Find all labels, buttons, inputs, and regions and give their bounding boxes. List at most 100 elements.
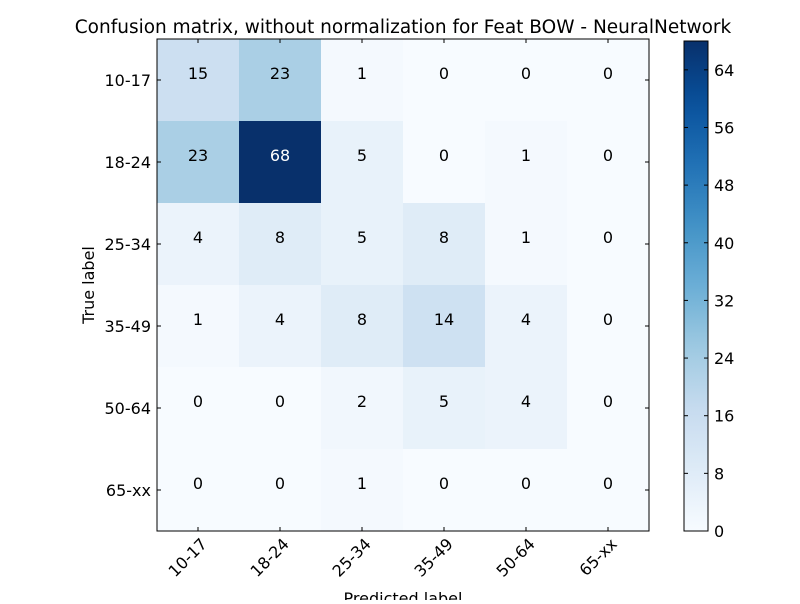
heatmap-cell — [321, 39, 404, 122]
x-tick-label: 25-34 — [329, 534, 375, 580]
heatmap-cell — [403, 449, 486, 532]
x-tick-label: 50-64 — [493, 534, 539, 580]
cell-value: 0 — [603, 146, 613, 165]
heatmap-cell — [485, 121, 568, 204]
cell-value: 0 — [193, 474, 203, 493]
heatmap-cell — [157, 449, 240, 532]
cell-value: 23 — [270, 64, 290, 83]
x-tick-label: 18-24 — [247, 534, 293, 580]
cell-value: 0 — [439, 64, 449, 83]
plot-frame — [156, 38, 650, 532]
heatmap-cell — [567, 449, 650, 532]
cell-value: 0 — [603, 64, 613, 83]
cell-value: 0 — [603, 392, 613, 411]
heatmap-cell — [321, 449, 404, 532]
y-tick-label: 65-xx — [106, 481, 151, 500]
cell-value: 1 — [521, 146, 531, 165]
y-tick-label: 50-64 — [105, 399, 152, 418]
heatmap-cell — [321, 285, 404, 368]
heatmap-cell — [321, 203, 404, 286]
heatmap-cell — [321, 121, 404, 204]
heatmap-cell — [567, 285, 650, 368]
cell-value: 0 — [521, 474, 531, 493]
cell-value: 5 — [439, 392, 449, 411]
colorbar-tick-label: 8 — [714, 464, 724, 483]
y-tick-label: 10-17 — [105, 71, 152, 90]
cell-value: 2 — [357, 392, 367, 411]
cell-value: 0 — [439, 146, 449, 165]
x-axis-label: Predicted label — [344, 589, 463, 600]
colorbar-tick-label: 64 — [714, 61, 734, 80]
heatmap-cell — [485, 449, 568, 532]
heatmap-cell — [239, 121, 322, 204]
cell-value: 8 — [357, 310, 367, 329]
cell-value: 1 — [193, 310, 203, 329]
heatmap-cell — [321, 367, 404, 450]
heatmap-cell — [567, 121, 650, 204]
colorbar-tick-label: 0 — [714, 522, 724, 541]
cell-value: 4 — [275, 310, 285, 329]
colorbar-tick-label: 40 — [714, 234, 734, 253]
colorbar-tick-label: 48 — [714, 176, 734, 195]
y-tick-label: 25-34 — [105, 235, 152, 254]
cell-value: 1 — [521, 228, 531, 247]
cell-value: 68 — [270, 146, 290, 165]
heatmap-cell — [403, 285, 486, 368]
heatmap-cell — [157, 285, 240, 368]
x-tick-label: 35-49 — [411, 534, 457, 580]
cell-value: 5 — [357, 228, 367, 247]
y-tick-label: 35-49 — [105, 317, 152, 336]
y-axis-label: True label — [79, 246, 98, 325]
heatmap-cells — [157, 39, 650, 532]
cell-value: 15 — [188, 64, 208, 83]
colorbar-tick-label: 32 — [714, 291, 734, 310]
heatmap-cell — [403, 367, 486, 450]
cell-value: 1 — [357, 474, 367, 493]
heatmap-cell — [403, 121, 486, 204]
cell-value: 0 — [275, 474, 285, 493]
heatmap-cell — [239, 285, 322, 368]
y-axis-ticks: 10-17 18-24 25-34 35-49 50-64 65-xx — [105, 71, 649, 500]
cell-values: 15 23 1 0 0 023 68 5 0 1 04 8 5 8 1 01 4 8 14 4 00 0 2 5 4 00 0 1 0 0… — [188, 64, 613, 493]
heatmap-cell — [567, 39, 650, 122]
heatmap-cell — [157, 203, 240, 286]
chart-title: Confusion matrix, without normalization … — [75, 17, 732, 38]
cell-value: 1 — [357, 64, 367, 83]
heatmap-cell — [485, 367, 568, 450]
cell-value: 4 — [193, 228, 203, 247]
cell-value: 8 — [275, 228, 285, 247]
cell-value: 8 — [439, 228, 449, 247]
heatmap-cell — [157, 39, 240, 122]
cell-value: 0 — [603, 228, 613, 247]
cell-value: 0 — [439, 474, 449, 493]
cell-value: 14 — [434, 310, 454, 329]
colorbar — [683, 40, 709, 532]
heatmap-cell — [239, 39, 322, 122]
x-tick-label: 10-17 — [165, 534, 211, 580]
heatmap-cell — [157, 121, 240, 204]
heatmap-cell — [403, 39, 486, 122]
cell-value: 0 — [603, 474, 613, 493]
cell-value: 0 — [603, 310, 613, 329]
y-tick-label: 18-24 — [105, 153, 152, 172]
heatmap-cell — [239, 449, 322, 532]
cell-value: 23 — [188, 146, 208, 165]
colorbar-tick-label: 16 — [714, 407, 734, 426]
heatmap-cell — [485, 203, 568, 286]
x-tick-label: 65-xx — [576, 534, 621, 579]
colorbar-tick-label: 56 — [714, 118, 734, 137]
cell-value: 5 — [357, 146, 367, 165]
heatmap-cell — [567, 203, 650, 286]
heatmap-cell — [239, 367, 322, 450]
colorbar-ticks: 0 8 16 24 32 40 48 56 64 — [684, 61, 734, 541]
heatmap-cell — [485, 285, 568, 368]
heatmap-cell — [239, 203, 322, 286]
heatmap-cell — [403, 203, 486, 286]
cell-value: 0 — [275, 392, 285, 411]
cell-value: 4 — [521, 392, 531, 411]
cell-value: 4 — [521, 310, 531, 329]
heatmap-cell — [157, 367, 240, 450]
heatmap-cell — [485, 39, 568, 122]
